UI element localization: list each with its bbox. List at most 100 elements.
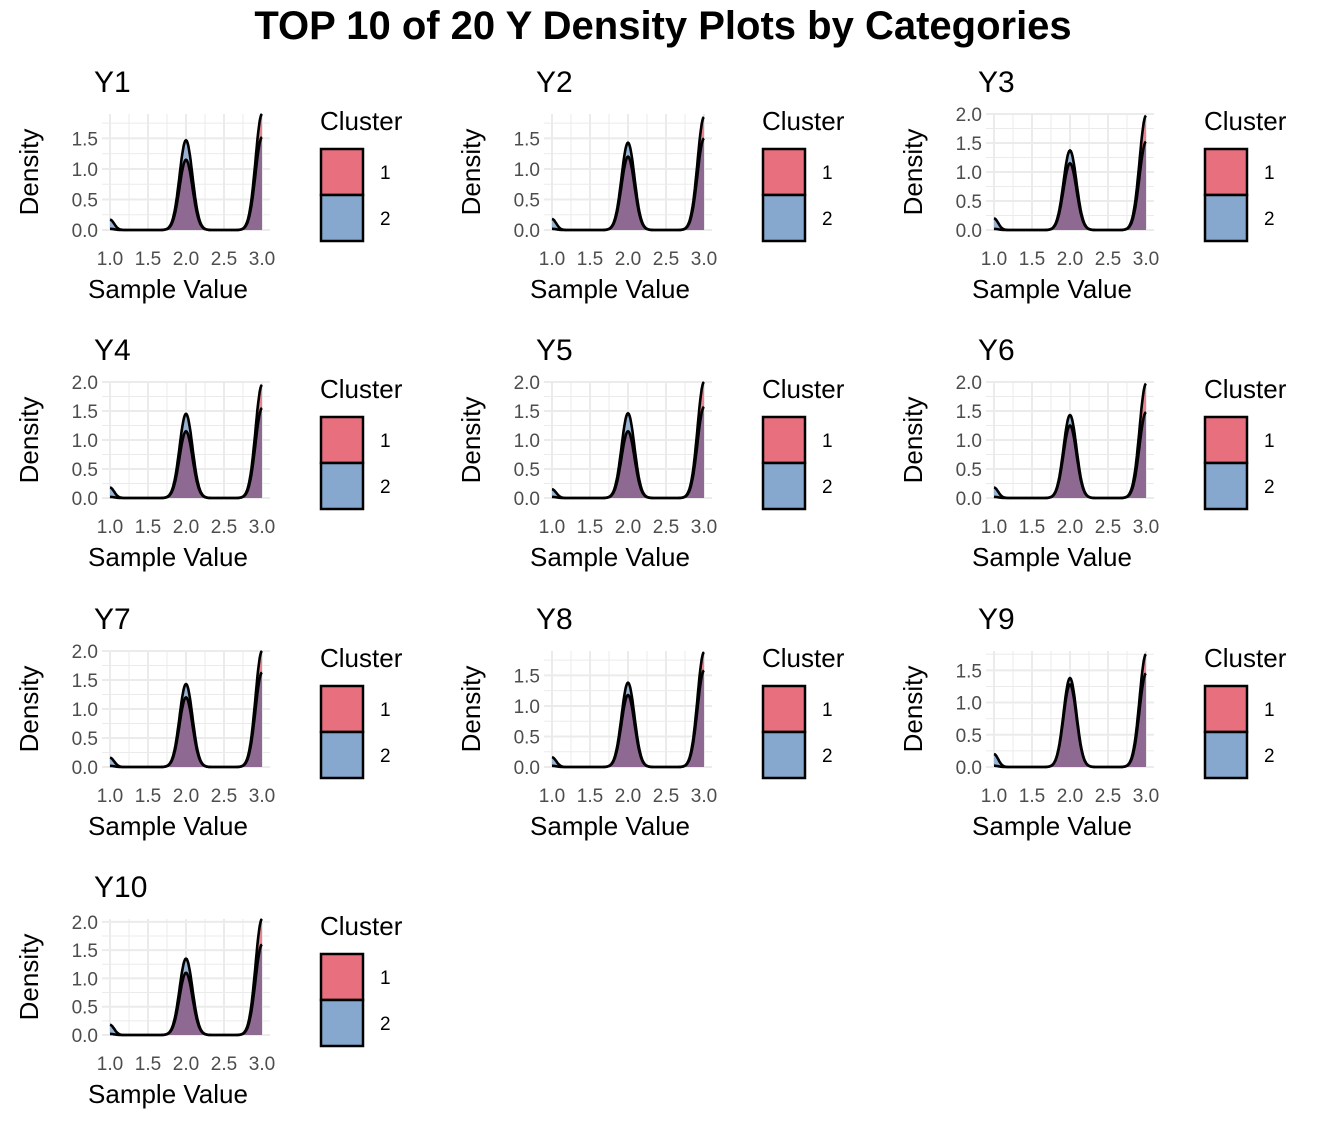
x-tick-label: 3.0 [249, 786, 275, 807]
x-tick-label: 2.0 [173, 517, 199, 538]
legend-label: 2 [380, 209, 391, 230]
density-line-cluster-2 [993, 672, 1147, 769]
y-axis-label: Density [14, 397, 44, 484]
panel-y4: Y4 1.0 1.5 2.0 2.5 3.0 0.0 0.5 1.0 1.5 2.0 Sample V… [14, 334, 403, 572]
legend-key-cluster-1 [1203, 415, 1249, 465]
panel-y7: Y7 1.0 1.5 2.0 2.5 3.0 0.0 0.5 1.0 1.5 2.0 Sample V… [14, 603, 403, 841]
legend-key-cluster-2 [1203, 730, 1249, 780]
x-tick-label: 1.5 [577, 517, 603, 538]
panel-title: Y2 [536, 66, 573, 99]
y-tick-label: 1.5 [72, 671, 98, 692]
y-tick-label: 1.5 [956, 661, 982, 682]
x-tick-label: 2.0 [173, 786, 199, 807]
legend-label: 1 [822, 431, 833, 452]
density-line-cluster-2 [109, 407, 263, 500]
legend-key-cluster-1 [761, 684, 807, 734]
legend-key-cluster-1 [761, 147, 807, 197]
y-tick-label: 2.0 [72, 373, 98, 394]
y-tick-label: 0.5 [514, 460, 540, 481]
x-tick-label: 1.0 [97, 786, 123, 807]
x-tick-label: 2.5 [1095, 786, 1121, 807]
y-tick-label: 0.0 [956, 221, 982, 242]
x-tick-label: 1.0 [981, 786, 1007, 807]
y-tick-label: 2.0 [72, 642, 98, 663]
y-tick-label: 0.0 [956, 758, 982, 779]
legend-key-cluster-1 [1203, 684, 1249, 734]
legend-key-cluster-2 [319, 193, 365, 243]
legend-label: 2 [1264, 477, 1275, 498]
legend-label: 2 [380, 746, 391, 767]
y-tick-label: 0.5 [72, 729, 98, 750]
panel-title: Y6 [978, 334, 1015, 367]
y-tick-label: 1.5 [514, 129, 540, 150]
x-axis-label: Sample Value [88, 274, 248, 304]
x-tick-label: 3.0 [691, 517, 717, 538]
y-tick-label: 0.5 [956, 460, 982, 481]
x-tick-label: 3.0 [691, 786, 717, 807]
panel-y1: Y1 1.0 1.5 2.0 2.5 3.0 0.0 0.5 1.0 1.5 Sample Valu… [14, 66, 403, 304]
legend-key-cluster-2 [761, 730, 807, 780]
y-tick-label: 0.5 [72, 998, 98, 1019]
x-tick-label: 3.0 [249, 517, 275, 538]
x-tick-label: 1.0 [97, 249, 123, 270]
density-line-cluster-2 [551, 669, 705, 769]
y-tick-label: 0.5 [72, 190, 98, 211]
x-tick-label: 1.5 [135, 786, 161, 807]
y-tick-label: 1.5 [72, 129, 98, 150]
y-tick-label: 2.0 [72, 913, 98, 934]
y-tick-label: 0.0 [72, 758, 98, 779]
x-tick-label: 1.5 [135, 1054, 161, 1075]
x-tick-label: 2.5 [211, 786, 237, 807]
legend-label: 1 [1264, 163, 1275, 184]
y-tick-label: 0.0 [514, 758, 540, 779]
legend-label: 1 [380, 700, 391, 721]
x-tick-label: 2.0 [615, 517, 641, 538]
legend-label: 1 [1264, 700, 1275, 721]
x-tick-label: 1.5 [577, 249, 603, 270]
panel-y10: Y10 1.0 1.5 2.0 2.5 3.0 0.0 0.5 1.0 1.5 2.0 Sample … [14, 871, 403, 1109]
x-tick-label: 2.0 [1057, 517, 1083, 538]
density-overlap [110, 672, 262, 767]
x-tick-label: 2.0 [615, 786, 641, 807]
y-tick-label: 0.5 [72, 460, 98, 481]
panel-y9: Y9 1.0 1.5 2.0 2.5 3.0 0.0 0.5 1.0 1.5 Sample Valu… [898, 603, 1287, 841]
x-axis-label: Sample Value [972, 274, 1132, 304]
legend-key-cluster-1 [319, 952, 365, 1002]
x-tick-label: 1.0 [539, 249, 565, 270]
x-tick-label: 2.5 [1095, 249, 1121, 270]
x-axis-label: Sample Value [88, 811, 248, 841]
legend-key-cluster-2 [319, 998, 365, 1048]
x-tick-label: 1.0 [981, 517, 1007, 538]
y-axis-label: Density [456, 129, 486, 216]
legend-key-cluster-1 [761, 415, 807, 465]
x-tick-label: 1.5 [135, 517, 161, 538]
x-axis-label: Sample Value [530, 542, 690, 572]
y-tick-label: 0.0 [72, 489, 98, 510]
x-tick-label: 1.0 [981, 249, 1007, 270]
legend-label: 2 [380, 1014, 391, 1035]
y-tick-label: 1.5 [514, 402, 540, 423]
x-tick-label: 1.0 [539, 517, 565, 538]
legend-key-cluster-2 [1203, 461, 1249, 511]
y-axis-label: Density [456, 397, 486, 484]
legend-label: 1 [380, 431, 391, 452]
legend-key-cluster-1 [319, 415, 365, 465]
y-tick-label: 0.0 [956, 489, 982, 510]
legend-title: Cluster [320, 374, 403, 404]
y-tick-label: 1.5 [956, 134, 982, 155]
x-axis-label: Sample Value [88, 1079, 248, 1109]
legend-key-cluster-2 [761, 461, 807, 511]
x-axis-label: Sample Value [88, 542, 248, 572]
x-tick-label: 3.0 [249, 1054, 275, 1075]
legend-key-cluster-2 [319, 461, 365, 511]
y-axis-label: Density [14, 129, 44, 216]
y-tick-label: 1.5 [514, 666, 540, 687]
y-tick-label: 0.5 [514, 190, 540, 211]
y-axis-label: Density [456, 666, 486, 753]
panel-title: Y1 [94, 66, 131, 99]
x-axis-label: Sample Value [530, 811, 690, 841]
legend-title: Cluster [1204, 374, 1287, 404]
x-tick-label: 3.0 [1133, 249, 1159, 270]
y-tick-label: 1.0 [72, 969, 98, 990]
